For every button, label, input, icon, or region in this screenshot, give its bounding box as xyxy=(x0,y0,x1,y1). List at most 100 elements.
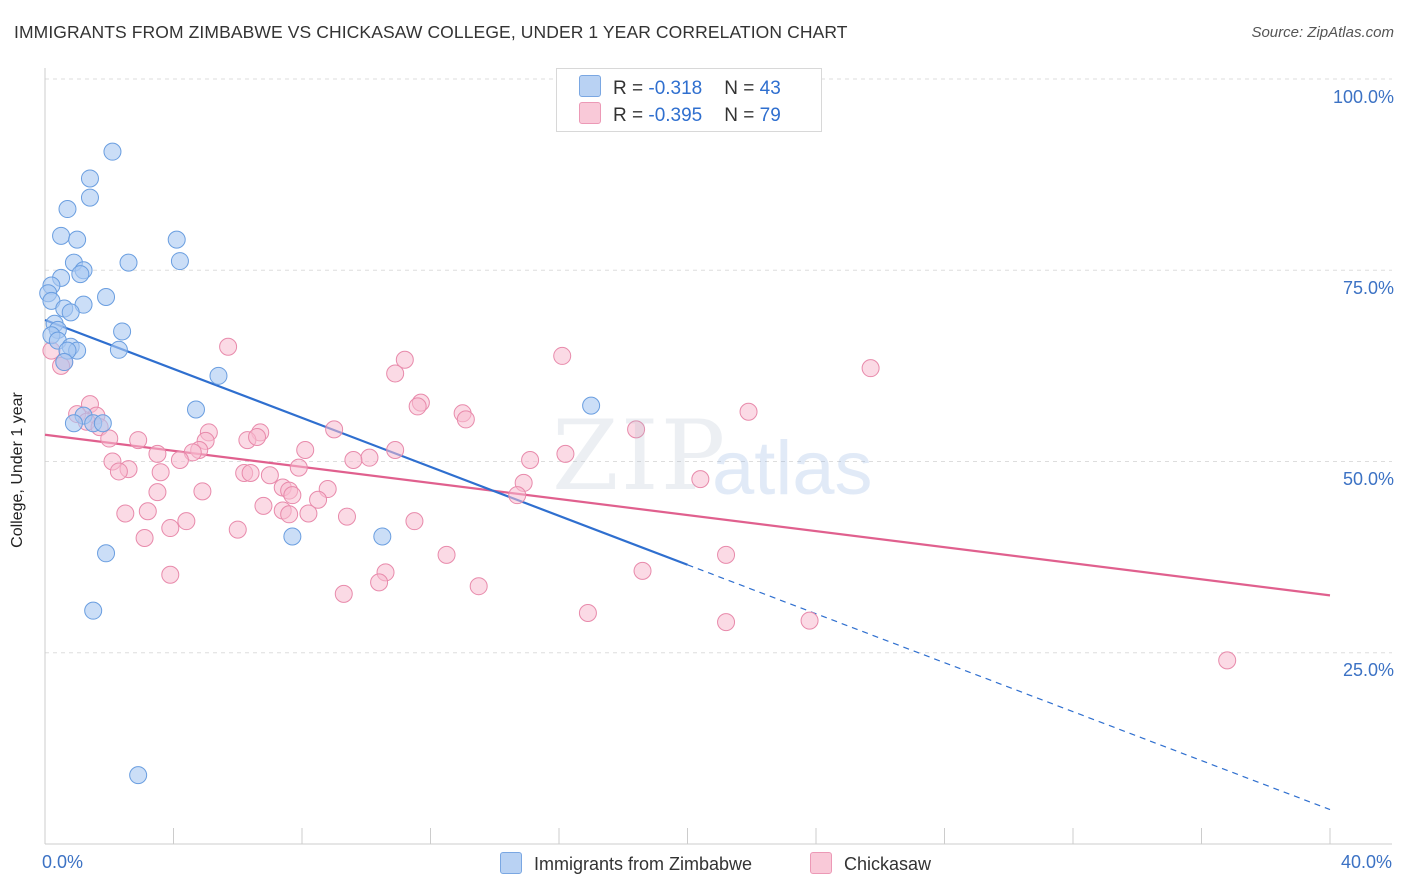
point-chickasaw-63 xyxy=(177,512,196,531)
point-chickasaw-34 xyxy=(344,450,363,469)
point-zimbabwe-39 xyxy=(97,544,116,563)
point-chickasaw-6 xyxy=(861,359,880,378)
point-zimbabwe-38 xyxy=(373,527,392,546)
point-chickasaw-32 xyxy=(148,444,167,463)
point-chickasaw-23 xyxy=(129,431,148,450)
x-tick-label-max: 40.0% xyxy=(1340,852,1392,872)
point-zimbabwe-31 xyxy=(582,396,601,415)
y-tick-label-100: 100.0% xyxy=(1332,87,1394,107)
point-chickasaw-53 xyxy=(508,486,527,505)
point-zimbabwe-2 xyxy=(80,188,99,207)
watermark-atlas: atlas xyxy=(712,426,873,511)
point-zimbabwe-12 xyxy=(71,265,90,284)
point-zimbabwe-32 xyxy=(186,400,205,419)
point-chickasaw-54 xyxy=(309,490,328,509)
chart-title: IMMIGRANTS FROM ZIMBABWE VS CHICKASAW CO… xyxy=(14,22,848,42)
point-chickasaw-74 xyxy=(334,584,353,603)
source-label: Source: ZipAtlas.com xyxy=(1251,24,1394,41)
point-chickasaw-66 xyxy=(135,529,154,547)
point-chickasaw-50 xyxy=(148,483,167,502)
point-zimbabwe-30 xyxy=(209,366,228,385)
trend-line-zimbabwe-extension xyxy=(687,564,1331,811)
point-chickasaw-35 xyxy=(521,450,540,469)
watermark-zip: ZIP xyxy=(552,400,728,512)
y-tick-label-75: 75.0% xyxy=(1342,278,1394,298)
point-chickasaw-21 xyxy=(325,420,344,439)
point-chickasaw-64 xyxy=(161,519,180,538)
point-zimbabwe-6 xyxy=(167,230,186,249)
legend-row-zimbabwe: R = -0.318 N = 43 xyxy=(579,75,781,99)
point-chickasaw-26 xyxy=(248,428,267,447)
point-chickasaw-30 xyxy=(386,441,405,460)
point-chickasaw-76 xyxy=(717,613,736,632)
point-zimbabwe-37 xyxy=(283,527,302,546)
grid-lines xyxy=(45,78,1392,654)
point-chickasaw-52 xyxy=(283,486,302,505)
legend-swatch-blue xyxy=(579,75,601,97)
bottom-legend-label-chickasaw: Chickasaw xyxy=(844,854,932,874)
legend-n-label: N = xyxy=(724,78,760,99)
point-chickasaw-77 xyxy=(800,611,819,630)
point-zimbabwe-0 xyxy=(103,142,122,161)
point-chickasaw-44 xyxy=(241,463,260,482)
point-chickasaw-71 xyxy=(161,565,180,584)
legend-row-chickasaw: R = -0.395 N = 79 xyxy=(579,102,781,126)
bottom-legend-zimbabwe[interactable]: Immigrants from Zimbabwe xyxy=(500,852,752,875)
point-chickasaw-22 xyxy=(100,429,119,448)
legend-n-value: 43 xyxy=(759,78,781,99)
point-chickasaw-36 xyxy=(170,450,189,469)
point-chickasaw-69 xyxy=(633,561,652,580)
point-chickasaw-67 xyxy=(437,545,456,564)
point-chickasaw-31 xyxy=(556,444,575,463)
point-zimbabwe-40 xyxy=(84,601,103,620)
point-chickasaw-3 xyxy=(219,337,238,356)
point-chickasaw-7 xyxy=(386,364,405,383)
point-chickasaw-51 xyxy=(193,482,212,501)
trend-line-zimbabwe xyxy=(44,318,688,566)
point-zimbabwe-36 xyxy=(64,414,83,433)
point-chickasaw-58 xyxy=(116,504,135,523)
x-tick-label-min: 0.0% xyxy=(42,852,84,872)
point-chickasaw-75 xyxy=(578,603,597,622)
point-chickasaw-10 xyxy=(408,397,427,416)
bottom-legend-swatch-pink xyxy=(810,852,832,874)
point-chickasaw-33 xyxy=(360,448,379,467)
point-chickasaw-65 xyxy=(228,520,247,539)
point-chickasaw-62 xyxy=(405,512,424,531)
y-tick-label-50: 50.0% xyxy=(1342,469,1394,489)
legend-swatch-pink xyxy=(579,102,601,124)
legend-r-value: -0.318 xyxy=(648,78,703,99)
y-axis-label: College, Under 1 year xyxy=(9,392,26,548)
trend-lines xyxy=(44,318,1331,811)
point-zimbabwe-15 xyxy=(97,288,116,307)
point-chickasaw-60 xyxy=(280,505,299,524)
point-chickasaw-68 xyxy=(717,545,736,564)
point-chickasaw-18 xyxy=(627,420,646,439)
bottom-legend-chickasaw[interactable]: Chickasaw xyxy=(810,852,931,875)
point-chickasaw-4 xyxy=(395,350,414,369)
legend-r-label: R = xyxy=(613,78,649,99)
point-zimbabwe-29 xyxy=(55,353,74,372)
point-zimbabwe-5 xyxy=(68,230,87,249)
point-chickasaw-73 xyxy=(469,577,488,596)
bottom-legend-label-zimbabwe: Immigrants from Zimbabwe xyxy=(534,854,753,874)
point-zimbabwe-41 xyxy=(129,766,148,785)
point-zimbabwe-28 xyxy=(109,340,128,359)
bottom-legend-swatch-blue xyxy=(500,852,522,874)
point-chickasaw-43 xyxy=(260,466,279,485)
point-chickasaw-61 xyxy=(337,507,356,526)
point-chickasaw-78 xyxy=(1218,651,1237,670)
point-zimbabwe-4 xyxy=(52,226,71,245)
point-zimbabwe-35 xyxy=(93,414,112,433)
point-zimbabwe-3 xyxy=(58,200,77,219)
legend-n-value: 79 xyxy=(759,105,781,126)
point-chickasaw-5 xyxy=(553,346,572,365)
data-points xyxy=(39,142,1237,785)
point-chickasaw-55 xyxy=(254,496,273,515)
legend-r-value: -0.395 xyxy=(648,105,703,126)
axes xyxy=(44,68,1392,845)
point-chickasaw-40 xyxy=(109,462,128,481)
point-chickasaw-72 xyxy=(370,573,389,592)
point-chickasaw-59 xyxy=(299,504,318,523)
